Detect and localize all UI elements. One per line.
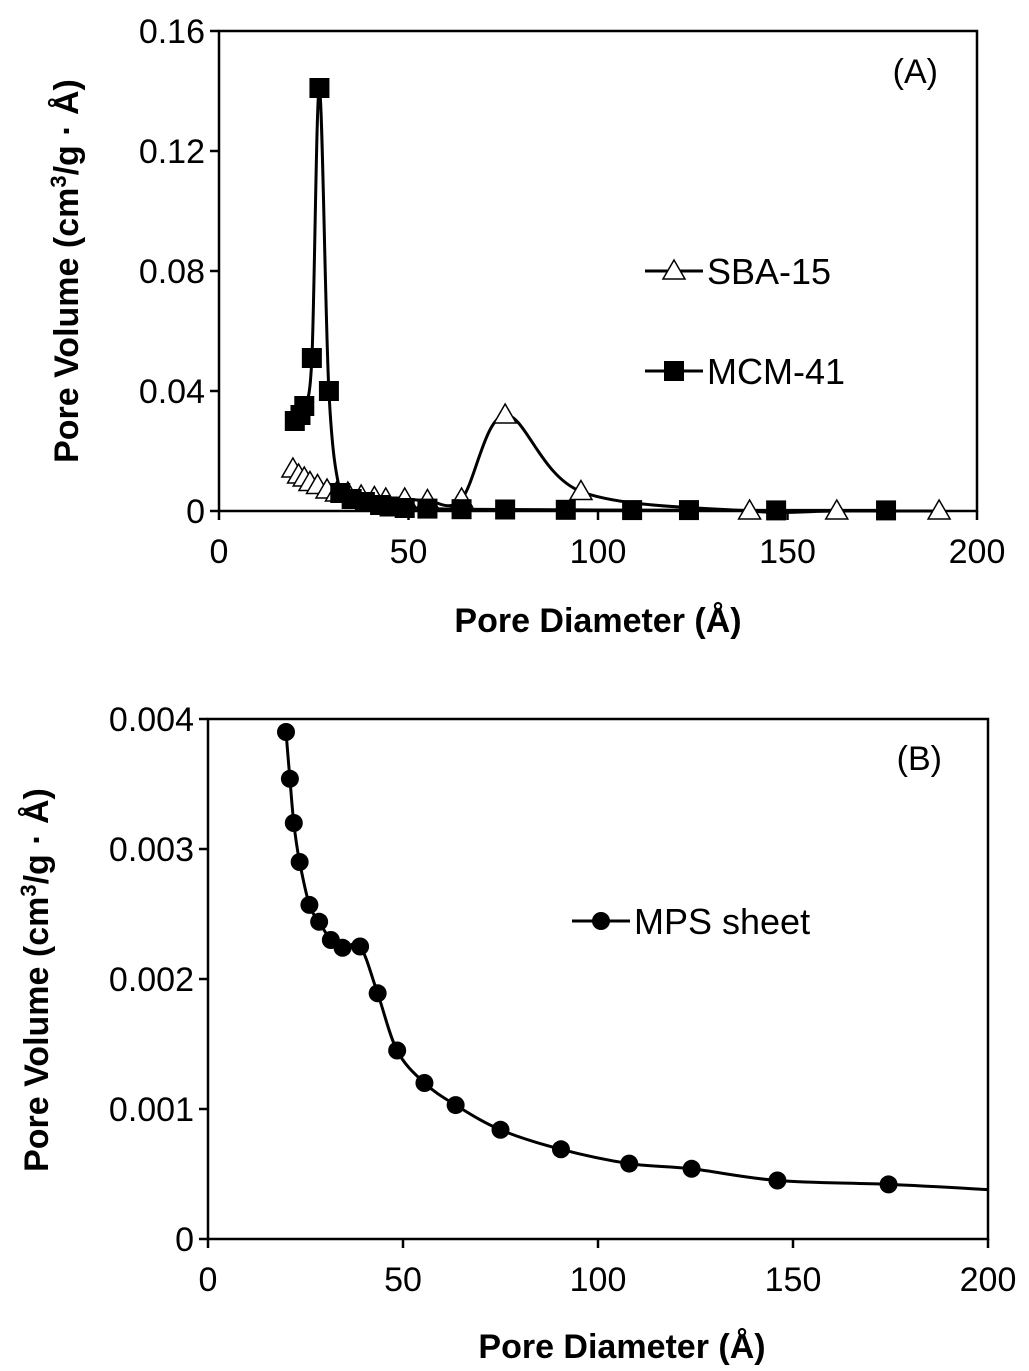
mps-sheet-point-1	[280, 769, 299, 788]
mps-sheet-point-0	[277, 723, 295, 741]
series-line-mps-sheet	[284, 731, 989, 1192]
sba-15-point-18	[926, 498, 952, 520]
mps-sheet-point-9	[368, 984, 387, 1003]
x-tick-label: 150	[759, 533, 816, 571]
mcm-41-point-4	[309, 78, 330, 98]
legend-b: MPS sheet	[572, 901, 810, 942]
mcm-41-point-12	[417, 498, 438, 519]
y-tick-label: 0.16	[139, 13, 205, 51]
mps-sheet-point-3	[290, 853, 309, 871]
y-tick-label: 0.001	[109, 1091, 194, 1129]
mcm-41-point-16	[622, 500, 643, 521]
x-tick-label: 50	[390, 533, 428, 571]
series-lines-a	[291, 86, 940, 514]
sba-15-point-14	[492, 402, 518, 424]
x-tick-label: 150	[765, 1261, 822, 1299]
x-tick-label: 0	[210, 533, 229, 571]
mps-sheet-point-15	[620, 1154, 639, 1173]
mcm-41-point-3	[301, 348, 322, 368]
x-tick-label: 50	[384, 1261, 422, 1299]
legend-sba-15-point-legend	[661, 258, 687, 280]
y-tick-label: 0.08	[139, 253, 205, 291]
mcm-41-point-8	[354, 492, 375, 512]
mcm-41-point-13	[451, 499, 472, 520]
x-axis-b: 0 50 100 150 200	[199, 1239, 1017, 1299]
x-axis-a: 0 50 100 150 200	[210, 511, 1006, 571]
x-axis-title-b: Pore Diameter (Å)	[478, 1328, 765, 1366]
y-axis-b: 0 0.001 0.002 0.003 0.004	[109, 701, 208, 1259]
y-tick-label: 0.003	[109, 831, 194, 869]
mcm-41-point-17	[678, 500, 699, 521]
x-tick-label: 200	[960, 1261, 1017, 1299]
mcm-41-point-11	[394, 498, 415, 518]
mps-sheet-point-14	[551, 1140, 570, 1159]
y-axis-a: 0 0.04 0.08 0.12 0.16	[139, 13, 219, 531]
legend-mcm-41-point-legend	[664, 361, 684, 381]
y-tick-label: 0.12	[139, 133, 205, 171]
y-axis-title-a: Pore Volume (cm3/g · Å)	[46, 79, 86, 463]
series-lines-b	[284, 731, 989, 1192]
mps-sheet-point-11	[415, 1074, 434, 1092]
mps-sheet-point-17	[768, 1171, 787, 1190]
legend-label-mcm-41: MCM-41	[707, 351, 845, 392]
legend-label-mps-sheet: MPS sheet	[634, 901, 810, 942]
chart-panel-b: 0 0.001 0.002 0.003 0.004 0 50 100 150 200 (B) P…	[16, 701, 1016, 1366]
mps-sheet-point-12	[446, 1096, 465, 1115]
x-tick-label: 0	[199, 1261, 218, 1299]
x-tick-label: 200	[949, 533, 1006, 571]
legend-label-sba-15: SBA-15	[707, 251, 831, 292]
mcm-41-point-18	[766, 500, 787, 521]
sba-15-point-16	[737, 498, 762, 520]
chart-panel-a: 0 0.04 0.08 0.12 0.16 0 50 100 150 200 (A) Pore …	[46, 13, 1005, 640]
mcm-41-point-15	[555, 499, 576, 520]
series-markers-b	[277, 723, 898, 1194]
mps-sheet-point-4	[300, 895, 319, 914]
y-tick-label: 0	[175, 1221, 194, 1259]
legend-mps-sheet-point-legend	[592, 912, 610, 930]
legend-a: SBA-15 MCM-41	[645, 251, 845, 392]
sba-15-point-15	[568, 479, 594, 501]
mps-sheet-point-18	[879, 1175, 898, 1194]
y-axis-title-b: Pore Volume (cm3/g · Å)	[16, 788, 56, 1172]
series-markers-a	[280, 78, 952, 521]
x-tick-label: 100	[570, 1261, 627, 1299]
series-line-mcm-41	[293, 86, 886, 512]
mcm-41-point-5	[318, 381, 339, 401]
y-tick-label: 0.004	[109, 701, 194, 739]
mps-sheet-point-8	[351, 937, 370, 956]
mps-sheet-point-10	[388, 1041, 407, 1060]
mcm-41-point-19	[876, 500, 897, 521]
mps-sheet-point-7	[333, 938, 352, 957]
mps-sheet-point-13	[491, 1120, 510, 1139]
mcm-41-point-2	[294, 396, 315, 416]
x-tick-label: 100	[570, 533, 627, 571]
mcm-41-point-14	[495, 499, 516, 520]
sba-15-point-17	[824, 498, 850, 520]
y-tick-label: 0	[186, 493, 205, 531]
y-tick-label: 0.04	[139, 373, 205, 411]
mps-sheet-point-2	[284, 814, 303, 832]
plot-area-b	[206, 717, 990, 1241]
mps-sheet-point-16	[682, 1159, 701, 1178]
mcm-41-point-10	[379, 496, 400, 517]
y-tick-label: 0.002	[109, 961, 194, 999]
panel-label-a: (A)	[893, 53, 938, 91]
mps-sheet-point-5	[310, 912, 329, 931]
panel-label-b: (B)	[897, 740, 942, 778]
x-axis-title-a: Pore Diameter (Å)	[454, 602, 741, 640]
